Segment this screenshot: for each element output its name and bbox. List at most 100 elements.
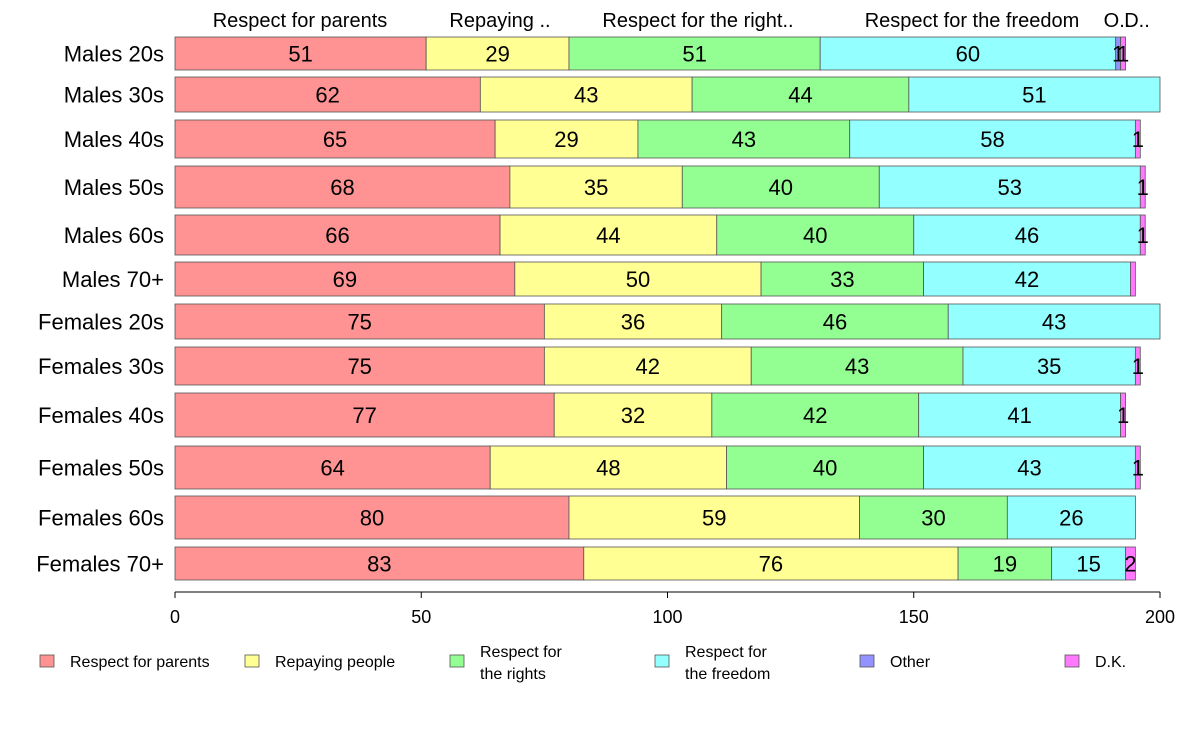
row-label-males-70: Males 70+ xyxy=(62,267,164,292)
value-label-males-50s-repaying-people: 35 xyxy=(584,175,608,200)
column-header-repaying-people: Repaying .. xyxy=(449,10,550,32)
bar-segment-females-40s-respect-for-the-freedom xyxy=(918,392,1121,438)
value-label-females-20s-respect-for-the-freedom: 43 xyxy=(1042,310,1066,335)
value-label-males-60s-d-k: 1 xyxy=(1137,223,1149,248)
bar-segment-males-40s-respect-for-the-rights xyxy=(637,119,851,159)
legend-label: Repaying people xyxy=(275,654,395,671)
value-label-females-70-respect-for-the-rights: 19 xyxy=(993,552,1017,577)
value-label-males-50s-respect-for-the-rights: 40 xyxy=(769,175,793,200)
value-label-females-70-repaying-people: 76 xyxy=(759,552,783,577)
legend-label: the freedom xyxy=(685,666,770,683)
bar-segment-males-40s-respect-for-the-freedom xyxy=(849,119,1136,159)
legend-item-repaying-people: Repaying people xyxy=(244,654,395,671)
value-label-females-40s-d-k: 1 xyxy=(1117,403,1129,428)
value-label-males-20s-repaying-people: 29 xyxy=(485,42,509,67)
value-label-females-40s-respect-for-the-freedom: 41 xyxy=(1007,403,1031,428)
bar-segment-females-60s-respect-for-the-rights xyxy=(859,495,1008,540)
bar-segment-females-70-repaying-people xyxy=(583,546,959,581)
bar-segment-females-40s-repaying-people xyxy=(553,392,713,438)
bar-segment-females-50s-respect-for-parents xyxy=(174,445,491,490)
value-label-females-20s-respect-for-parents: 75 xyxy=(347,310,371,335)
bar-segment-females-30s-d-k xyxy=(1134,346,1141,386)
bar-segment-females-70-respect-for-the-rights xyxy=(957,546,1053,581)
value-label-males-60s-respect-for-parents: 66 xyxy=(325,223,349,248)
bar-segment-males-40s-d-k xyxy=(1134,119,1141,159)
legend-label: Other xyxy=(890,654,931,671)
value-label-females-30s-d-k: 1 xyxy=(1132,354,1144,379)
x-tick-label-150: 150 xyxy=(899,607,929,627)
row-label-males-20s: Males 20s xyxy=(64,42,164,67)
value-label-males-60s-respect-for-the-rights: 40 xyxy=(803,223,827,248)
row-label-females-60s: Females 60s xyxy=(38,506,164,531)
x-tick-label-0: 0 xyxy=(170,607,180,627)
bar-segment-males-60s-respect-for-the-freedom xyxy=(913,214,1141,256)
value-label-males-50s-respect-for-the-freedom: 53 xyxy=(998,175,1022,200)
value-label-males-20s-d-k: 1 xyxy=(1117,42,1129,67)
value-label-females-20s-repaying-people: 36 xyxy=(621,310,645,335)
bar-segment-males-70-respect-for-the-freedom xyxy=(923,261,1131,297)
row-label-females-50s: Females 50s xyxy=(38,456,164,481)
bar-segment-females-60s-repaying-people xyxy=(568,495,860,540)
legend-swatch xyxy=(1064,654,1080,668)
bar-segment-males-60s-respect-for-the-rights xyxy=(716,214,915,256)
value-label-males-50s-respect-for-parents: 68 xyxy=(330,175,354,200)
value-label-males-70-repaying-people: 50 xyxy=(626,267,650,292)
value-label-females-50s-repaying-people: 48 xyxy=(596,456,620,481)
column-header-other: O.. xyxy=(1104,10,1131,32)
value-label-females-40s-respect-for-the-rights: 42 xyxy=(803,403,827,428)
value-label-females-50s-respect-for-the-rights: 40 xyxy=(813,456,837,481)
value-label-males-30s-respect-for-parents: 62 xyxy=(315,83,339,108)
value-label-females-30s-respect-for-the-rights: 43 xyxy=(845,354,869,379)
value-label-males-70-respect-for-parents: 69 xyxy=(333,267,357,292)
value-label-males-70-respect-for-the-rights: 33 xyxy=(830,267,854,292)
row-label-males-30s: Males 30s xyxy=(64,83,164,108)
legend-item-other: Other xyxy=(859,654,931,671)
legend-item-respect-for-the-freedom: Respect for the freedom xyxy=(654,644,770,683)
bar-segment-females-60s-respect-for-parents xyxy=(174,495,570,540)
value-label-females-50s-respect-for-the-freedom: 43 xyxy=(1017,456,1041,481)
legend-swatch xyxy=(39,654,55,668)
value-label-males-20s-respect-for-the-rights: 51 xyxy=(682,42,706,67)
value-label-females-30s-respect-for-parents: 75 xyxy=(347,354,371,379)
bar-segment-males-70-repaying-people xyxy=(514,261,762,297)
value-label-males-60s-repaying-people: 44 xyxy=(596,223,620,248)
value-label-males-40s-respect-for-the-freedom: 58 xyxy=(980,127,1004,152)
value-label-males-30s-respect-for-the-freedom: 51 xyxy=(1022,83,1046,108)
value-label-males-40s-respect-for-parents: 65 xyxy=(323,127,347,152)
column-header-respect-for-the-freedom: Respect for the freedom xyxy=(865,10,1080,32)
value-label-females-50s-d-k: 1 xyxy=(1132,456,1144,481)
bar-segment-females-70-d-k xyxy=(1125,546,1136,581)
bar-segment-males-50s-respect-for-the-rights xyxy=(681,165,880,209)
legend-label: D.K. xyxy=(1095,654,1126,671)
legend-item-d-k: D.K. xyxy=(1064,654,1126,671)
x-axis: 0 50 100 150 200 xyxy=(170,591,1175,627)
value-label-males-30s-repaying-people: 43 xyxy=(574,83,598,108)
value-label-females-40s-respect-for-parents: 77 xyxy=(352,403,376,428)
bar-segment-females-50s-d-k xyxy=(1134,445,1141,490)
row-label-females-20s: Females 20s xyxy=(38,310,164,335)
row-label-males-60s: Males 60s xyxy=(64,223,164,248)
column-headers: Respect for parents Repaying .. Respect fo… xyxy=(213,10,1150,32)
legend-swatch xyxy=(449,654,465,668)
row-label-females-30s: Females 30s xyxy=(38,354,164,379)
bar-segment-males-70-d-k xyxy=(1130,261,1136,297)
bar-segment-males-30s-respect-for-the-freedom xyxy=(908,76,1161,113)
bar-segment-females-50s-repaying-people xyxy=(489,445,728,490)
bar-segment-males-50s-d-k xyxy=(1139,165,1146,209)
bar-segment-males-30s-respect-for-the-rights xyxy=(691,76,910,113)
value-label-females-30s-respect-for-the-freedom: 35 xyxy=(1037,354,1061,379)
bar-segment-females-20s-respect-for-the-rights xyxy=(721,303,949,340)
value-label-females-50s-respect-for-parents: 64 xyxy=(320,456,344,481)
row-label-males-40s: Males 40s xyxy=(64,127,164,152)
value-label-males-30s-respect-for-the-rights: 44 xyxy=(788,83,812,108)
x-tick-label-200: 200 xyxy=(1145,607,1175,627)
bar-segment-males-20s-repaying-people xyxy=(425,36,570,71)
value-label-males-60s-respect-for-the-freedom: 46 xyxy=(1015,223,1039,248)
value-label-females-60s-respect-for-parents: 80 xyxy=(360,506,384,531)
value-label-males-20s-respect-for-the-freedom: 60 xyxy=(956,42,980,67)
value-label-males-40s-d-k: 1 xyxy=(1132,127,1144,152)
value-label-females-30s-repaying-people: 42 xyxy=(636,354,660,379)
value-label-males-50s-d-k: 1 xyxy=(1137,175,1149,200)
legend: Respect for parents Repaying people Respec… xyxy=(39,644,1126,683)
